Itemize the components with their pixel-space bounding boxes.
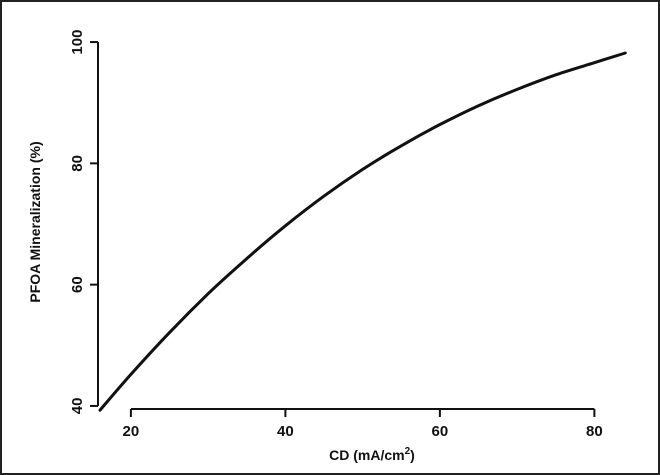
y-axis-title: PFOA Mineralization (%) xyxy=(27,141,43,302)
y-tick-label: 80 xyxy=(69,155,86,172)
x-axis-title: CD (mA/cm2) xyxy=(329,446,415,463)
x-axis-title-close: ) xyxy=(410,447,415,463)
axes xyxy=(97,42,595,410)
series-line xyxy=(98,51,627,412)
y-tick-label: 100 xyxy=(69,30,86,55)
x-tick-label: 60 xyxy=(432,423,449,440)
x-axis-title-superscript: 2 xyxy=(405,446,411,457)
y-tick-label: 40 xyxy=(69,398,86,415)
x-tick-label: 20 xyxy=(123,423,140,440)
x-tick-label: 40 xyxy=(277,423,294,440)
ticks: 20 40 60 80 40 60 80 100 xyxy=(69,30,603,440)
y-tick-label: 60 xyxy=(69,276,86,293)
x-tick-label: 80 xyxy=(586,423,603,440)
series-layer xyxy=(98,51,627,412)
x-axis-title-base: CD (mA/cm xyxy=(329,447,404,463)
